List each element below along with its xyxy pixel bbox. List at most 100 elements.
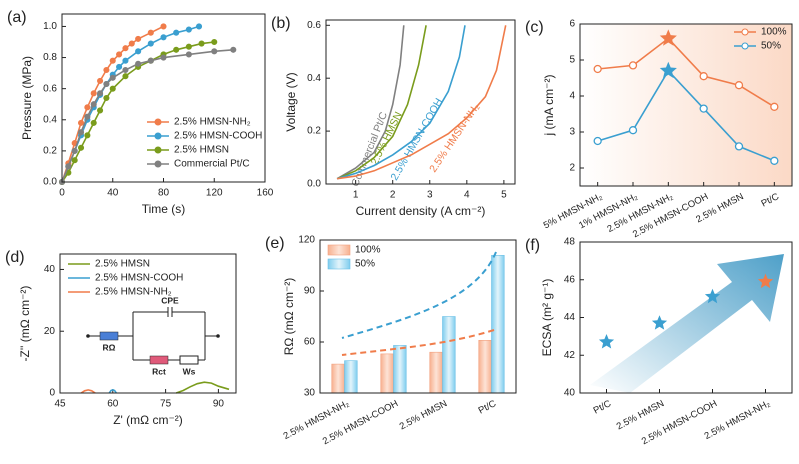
panel-background <box>580 24 792 186</box>
marker <box>699 104 708 113</box>
marker <box>135 60 142 67</box>
x-tick-label: 120 <box>206 188 223 199</box>
marker <box>109 57 116 64</box>
bar <box>380 353 394 394</box>
marker <box>185 43 192 50</box>
marker <box>211 48 218 55</box>
marker <box>122 73 129 80</box>
marker <box>770 102 779 111</box>
legend-marker <box>741 42 749 50</box>
y-tick-label: 0.0 <box>307 179 321 190</box>
marker <box>90 90 97 97</box>
star-marker <box>651 315 668 330</box>
x-tick-label: Pt/C <box>759 191 781 209</box>
x-axis-title: Z' (mΩ cm⁻²) <box>113 413 183 427</box>
x-tick-label: 0 <box>59 188 65 199</box>
legend-label: Commercial Pt/C <box>174 159 250 170</box>
plot-frame <box>61 13 266 183</box>
y-tick-label: 20 <box>44 326 56 337</box>
x-axis-title: Time (s) <box>142 202 186 216</box>
x-tick-label: 90 <box>213 399 225 410</box>
legend-label: 2.5% HMSN-COOH <box>174 131 262 142</box>
y-tick-label: 120 <box>298 235 315 246</box>
y-axis-title: ECSA (m² g⁻¹) <box>540 279 554 357</box>
x-tick-label: 3 <box>427 190 433 201</box>
trend-arrow-50 <box>341 251 497 339</box>
y-tick-label: 4 <box>569 91 575 102</box>
panel-label: (e) <box>265 235 285 252</box>
circuit-label: RΩ <box>103 342 116 352</box>
x-tick-label: 80 <box>158 188 170 199</box>
legend-label: 2.5% HMSN-NH₂ <box>95 287 172 298</box>
marker <box>71 147 78 154</box>
y-tick-label: 30 <box>304 388 316 399</box>
y-tick-label: 0.8 <box>43 52 57 63</box>
star-marker <box>757 273 774 289</box>
panel: (b) 0.0 0.2 0.4 0.6 1 2 3 4 5 Current density (A c… <box>271 15 516 218</box>
marker <box>135 48 142 55</box>
x-tick-label: 160 <box>257 188 274 199</box>
plot-frame <box>59 253 237 394</box>
bar <box>429 351 443 394</box>
y-tick-label: 40 <box>44 264 56 275</box>
y-axis-title: -Z'' (mΩ cm⁻²) <box>18 286 32 362</box>
y-tick-label: 1.0 <box>43 21 57 32</box>
series-line <box>175 381 230 394</box>
marker <box>185 26 192 33</box>
marker <box>116 51 123 58</box>
marker <box>160 23 167 30</box>
legend-label: 2.5% HMSN <box>174 145 229 156</box>
y-tick-label: 5 <box>569 55 575 66</box>
bar <box>491 255 505 394</box>
bar <box>478 339 492 394</box>
series-line <box>597 69 775 162</box>
x-tick-label: 2 <box>390 190 396 201</box>
y-axis-title: RΩ (mΩ cm⁻²) <box>282 278 296 356</box>
plot-frame <box>325 19 516 185</box>
series-line <box>336 25 507 180</box>
marker <box>77 129 85 136</box>
legend-label: 100% <box>761 27 787 38</box>
x-tick-label: 75 <box>160 399 172 410</box>
legend-label: 50% <box>355 259 375 270</box>
bar <box>344 360 358 394</box>
y-tick-label: 48 <box>564 237 576 248</box>
star-marker <box>659 61 677 79</box>
marker <box>628 61 638 70</box>
legend-label: 2.5% HMSN <box>95 259 150 270</box>
panel-label: (f) <box>525 237 540 254</box>
y-tick-label: 90 <box>304 286 316 297</box>
star-marker <box>598 334 615 349</box>
x-tick-label: 2.5% HMSN <box>398 398 449 432</box>
star-marker <box>704 288 721 304</box>
y-tick-label: 0 <box>49 388 55 399</box>
legend-swatch <box>327 258 351 270</box>
circuit-label: CPE <box>161 295 179 305</box>
y-tick-label: 0.2 <box>43 146 57 157</box>
marker <box>147 57 154 64</box>
marker <box>97 107 104 114</box>
marker <box>147 29 154 36</box>
bar <box>442 316 456 394</box>
x-tick-label: Pt/C <box>477 398 499 416</box>
marker <box>103 94 110 102</box>
y-tick-label: 0.6 <box>307 20 321 31</box>
marker <box>84 113 91 120</box>
y-tick-label: 0.6 <box>43 83 57 94</box>
resistor <box>149 355 169 365</box>
panel-label: (a) <box>7 9 27 26</box>
y-tick-label: 0.4 <box>43 114 57 125</box>
star-marker <box>659 29 677 46</box>
marker <box>198 40 205 47</box>
marker <box>65 163 72 170</box>
marker <box>116 63 123 70</box>
marker <box>97 77 104 84</box>
circuit-label: Rct <box>152 366 166 376</box>
series-line <box>597 37 775 108</box>
y-tick-label: 42 <box>564 350 576 361</box>
series-line <box>336 25 427 180</box>
marker <box>90 119 97 126</box>
marker <box>195 23 203 30</box>
